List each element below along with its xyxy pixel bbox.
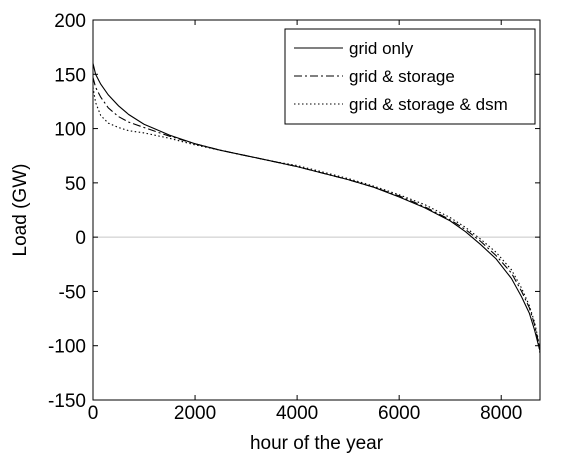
x-tick-label: 4000	[276, 403, 318, 424]
plot-frame	[92, 19, 541, 401]
x-tick-label: 0	[88, 403, 99, 424]
x-tick-label: 8000	[480, 403, 522, 424]
y-tick-label: -150	[48, 391, 86, 412]
y-tick-label: -100	[48, 337, 86, 358]
y-tick-label: 50	[65, 174, 86, 195]
legend-label-2: grid & storage	[349, 67, 455, 86]
series-line-3	[92, 87, 541, 355]
y-axis-label: Load (GW)	[10, 164, 31, 257]
y-tick-label: -50	[59, 282, 86, 303]
y-tick-label: 0	[75, 228, 86, 249]
x-axis-label: hour of the year	[250, 433, 384, 454]
legend-label-3: grid & storage & dsm	[349, 95, 508, 114]
legend: grid only grid & storage grid & storage & …	[284, 28, 536, 125]
series-line-2	[92, 77, 541, 350]
y-tick-label: 200	[54, 11, 86, 32]
legend-label-1: grid only	[349, 39, 414, 58]
x-tick-label: 6000	[378, 403, 420, 424]
y-tick-label: 150	[54, 65, 86, 86]
x-tick-label: 2000	[174, 403, 216, 424]
y-tick-label: 100	[54, 120, 86, 141]
